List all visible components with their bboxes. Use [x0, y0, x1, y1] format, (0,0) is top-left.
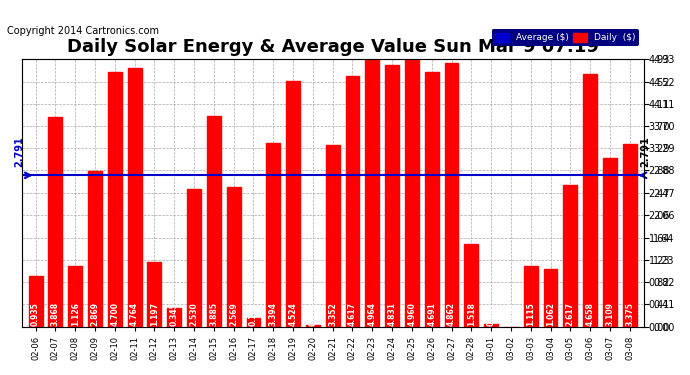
Bar	[603, 158, 617, 327]
Bar	[484, 324, 498, 327]
Bar	[266, 142, 280, 327]
Bar	[68, 266, 82, 327]
Bar	[346, 76, 359, 327]
Text: Copyright 2014 Cartronics.com: Copyright 2014 Cartronics.com	[7, 26, 159, 36]
Text: 0.059: 0.059	[486, 302, 495, 326]
Bar	[108, 72, 121, 327]
Text: 3.109: 3.109	[606, 302, 615, 326]
Bar	[167, 308, 181, 327]
Bar	[227, 188, 241, 327]
Legend: Average ($), Daily  ($): Average ($), Daily ($)	[491, 29, 639, 46]
Bar	[385, 64, 399, 327]
Text: 3.868: 3.868	[51, 302, 60, 326]
Bar	[246, 318, 260, 327]
Text: 3.352: 3.352	[328, 302, 337, 326]
Text: 0.028: 0.028	[308, 302, 317, 326]
Text: 2.617: 2.617	[566, 302, 575, 326]
Bar	[524, 266, 538, 327]
Title: Daily Solar Energy & Average Value Sun Mar 9 07:19: Daily Solar Energy & Average Value Sun M…	[67, 38, 599, 56]
Bar	[88, 171, 102, 327]
Text: 1.126: 1.126	[70, 302, 79, 326]
Text: 1.518: 1.518	[467, 302, 476, 326]
Text: 4.764: 4.764	[130, 302, 139, 326]
Text: 4.862: 4.862	[447, 302, 456, 326]
Bar	[444, 63, 458, 327]
Text: 2.791: 2.791	[14, 136, 25, 167]
Text: 2.530: 2.530	[190, 302, 199, 326]
Bar	[128, 68, 141, 327]
Bar	[187, 189, 201, 327]
Text: 2.791: 2.791	[640, 136, 651, 167]
Text: 4.617: 4.617	[348, 302, 357, 326]
Text: 0.000: 0.000	[506, 302, 515, 326]
Bar	[544, 269, 558, 327]
Text: 1.197: 1.197	[150, 302, 159, 326]
Text: 3.375: 3.375	[625, 302, 634, 326]
Text: 1.062: 1.062	[546, 302, 555, 326]
Text: 4.960: 4.960	[407, 302, 416, 326]
Text: 2.869: 2.869	[90, 302, 99, 326]
Bar	[405, 58, 419, 327]
Text: 4.964: 4.964	[368, 302, 377, 326]
Bar	[207, 116, 221, 327]
Bar	[366, 57, 380, 327]
Text: 0.345: 0.345	[170, 302, 179, 326]
Bar	[306, 325, 319, 327]
Text: 4.831: 4.831	[388, 302, 397, 326]
Bar	[464, 244, 478, 327]
Text: 4.700: 4.700	[110, 302, 119, 326]
Text: 2.569: 2.569	[229, 302, 238, 326]
Text: 4.691: 4.691	[427, 302, 436, 326]
Text: 4.524: 4.524	[288, 302, 297, 326]
Bar	[286, 81, 300, 327]
Text: 3.885: 3.885	[209, 302, 218, 326]
Bar	[148, 262, 161, 327]
Bar	[326, 145, 339, 327]
Text: 3.394: 3.394	[269, 302, 278, 326]
Text: 1.115: 1.115	[526, 302, 535, 326]
Bar	[29, 276, 43, 327]
Text: 0.164: 0.164	[249, 302, 258, 326]
Bar	[425, 72, 439, 327]
Bar	[623, 144, 637, 327]
Text: 0.935: 0.935	[31, 302, 40, 326]
Bar	[48, 117, 62, 327]
Bar	[564, 185, 578, 327]
Text: 4.658: 4.658	[586, 302, 595, 326]
Bar	[583, 74, 597, 327]
